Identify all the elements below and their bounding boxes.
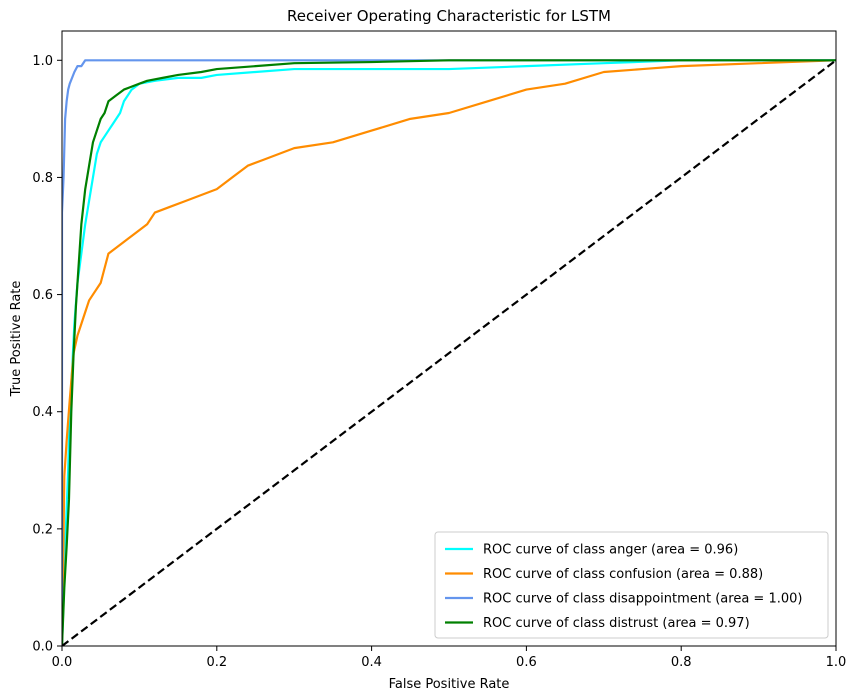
y-tick-label: 0.8 bbox=[32, 171, 53, 186]
legend-box bbox=[434, 531, 829, 639]
plot-frame bbox=[61, 30, 837, 647]
y-axis-label: True Positive Rate bbox=[9, 281, 24, 398]
legend-entry: ROC curve of class distrust (area = 0.97… bbox=[483, 616, 750, 631]
legend: ROC curve of class anger (area = 0.96) RO… bbox=[434, 531, 829, 639]
x-axis-label: False Positive Rate bbox=[389, 677, 510, 692]
series-line-3 bbox=[62, 59, 836, 646]
x-tick-label: 0.4 bbox=[361, 655, 382, 670]
y-tick-label: 1.0 bbox=[32, 54, 53, 69]
x-tick-label: 0.6 bbox=[516, 655, 537, 670]
legend-entry: ROC curve of class disappointment (area … bbox=[483, 592, 802, 607]
x-tick-label: 0.0 bbox=[52, 655, 73, 670]
chance-diagonal-line bbox=[62, 59, 836, 646]
y-axis-ticks: 0.0 0.2 0.4 0.6 0.8 1.0 bbox=[32, 54, 62, 655]
x-tick-label: 0.8 bbox=[671, 655, 692, 670]
y-tick-label: 0.4 bbox=[32, 405, 53, 420]
chart-title: Receiver Operating Characteristic for LS… bbox=[287, 7, 611, 25]
series-line-2 bbox=[62, 59, 836, 646]
x-tick-label: 0.2 bbox=[206, 655, 227, 670]
x-tick-label: 1.0 bbox=[826, 655, 847, 670]
legend-entry: ROC curve of class confusion (area = 0.8… bbox=[483, 567, 763, 582]
y-tick-label: 0.2 bbox=[32, 522, 53, 537]
series-line-1 bbox=[62, 59, 836, 646]
series-layer bbox=[62, 59, 836, 646]
y-tick-label: 0.0 bbox=[32, 640, 53, 655]
x-axis-ticks: 0.0 0.2 0.4 0.6 0.8 1.0 bbox=[52, 646, 847, 670]
y-tick-label: 0.6 bbox=[32, 288, 53, 303]
legend-entry: ROC curve of class anger (area = 0.96) bbox=[483, 543, 738, 558]
